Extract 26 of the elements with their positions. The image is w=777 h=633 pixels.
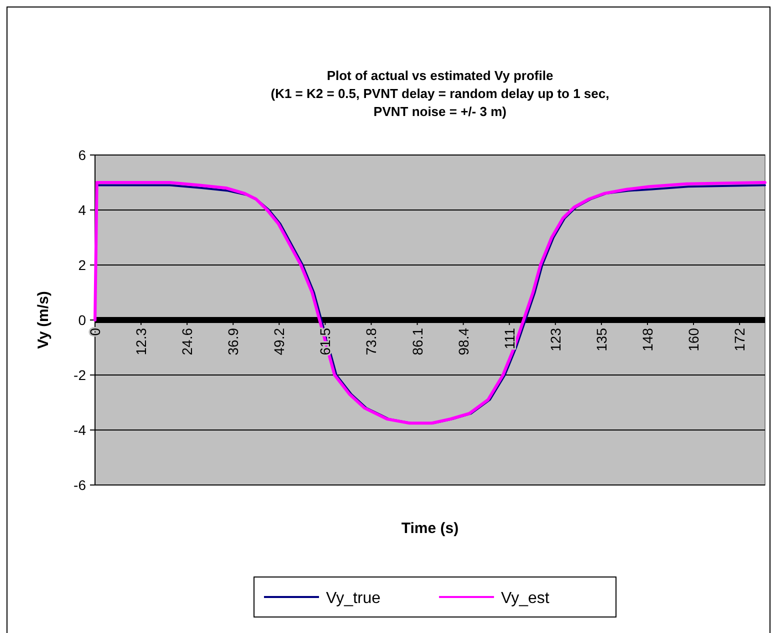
- x-tick-label: 123: [547, 328, 564, 352]
- legend-label: Vy_est: [501, 590, 550, 607]
- legend-label: Vy_true: [326, 590, 381, 607]
- x-tick-label: 12.3: [133, 328, 150, 356]
- x-tick-label: 86.1: [409, 328, 426, 356]
- y-axis-title: Vy (m/s): [35, 291, 52, 349]
- x-tick-label: 36.9: [225, 328, 242, 356]
- x-tick-label: 98.4: [455, 328, 472, 356]
- x-tick-label: 61.5: [317, 328, 334, 356]
- y-tick-label: 0: [78, 312, 86, 328]
- y-tick-label: -4: [74, 422, 86, 438]
- x-axis-title: Time (s): [401, 520, 459, 537]
- y-tick-label: -2: [74, 367, 86, 383]
- x-tick-label: 135: [593, 328, 610, 352]
- x-tick-label: 148: [639, 328, 656, 352]
- x-tick-label: 111: [501, 328, 518, 350]
- x-tick-label: 24.6: [179, 328, 196, 356]
- x-tick-label: 160: [686, 328, 702, 352]
- y-tick-label: 6: [78, 147, 86, 163]
- y-tick-label: 4: [78, 202, 86, 218]
- x-tick-label: 49.2: [271, 328, 288, 356]
- x-tick-label: 73.8: [363, 328, 380, 356]
- chart-title: Plot of actual vs estimated Vy profile (K1 = K2 = 0.5, PVNT delay = random delay up to 1 sec, PVNT noise = +/- 3 m): [270, 68, 610, 119]
- y-tick-label: -6: [74, 477, 86, 493]
- y-tick-label: 2: [78, 257, 86, 273]
- x-tick-label: 172: [732, 328, 748, 352]
